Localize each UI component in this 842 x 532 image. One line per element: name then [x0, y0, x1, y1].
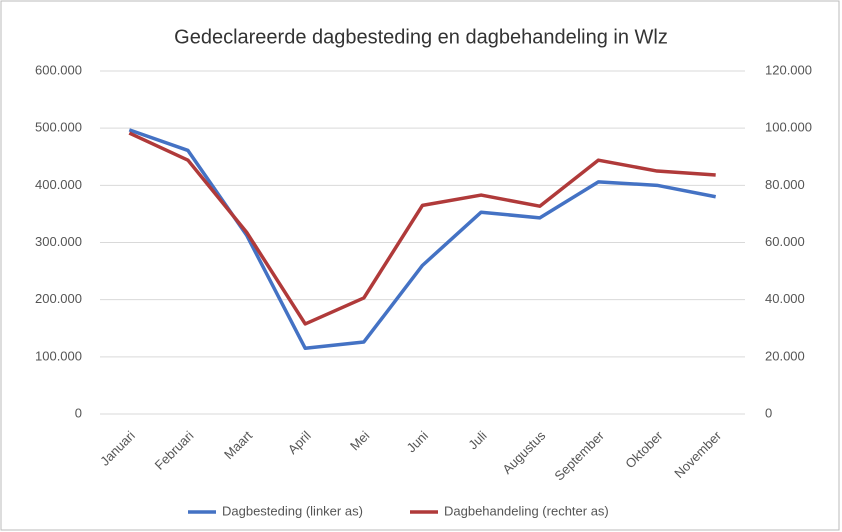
y-tick-label: 600.000 [35, 62, 82, 77]
chart-title: Gedeclareerde dagbesteding en dagbehande… [174, 26, 668, 48]
y2-tick-label: 120.000 [765, 62, 812, 77]
y-tick-label: 300.000 [35, 234, 82, 249]
y2-tick-label: 40.000 [765, 291, 805, 306]
y2-tick-label: 100.000 [765, 120, 812, 135]
y2-tick-label: 80.000 [765, 177, 805, 192]
y-tick-label: 100.000 [35, 348, 82, 363]
y-tick-label: 0 [75, 405, 82, 420]
legend-label: Dagbesteding (linker as) [222, 503, 363, 518]
legend-label: Dagbehandeling (rechter as) [444, 503, 609, 518]
y2-tick-label: 20.000 [765, 348, 805, 363]
y2-tick-label: 0 [765, 405, 772, 420]
y-tick-label: 200.000 [35, 291, 82, 306]
y-tick-label: 400.000 [35, 177, 82, 192]
y2-tick-label: 60.000 [765, 234, 805, 249]
y-tick-label: 500.000 [35, 120, 82, 135]
series-line [128, 131, 716, 326]
